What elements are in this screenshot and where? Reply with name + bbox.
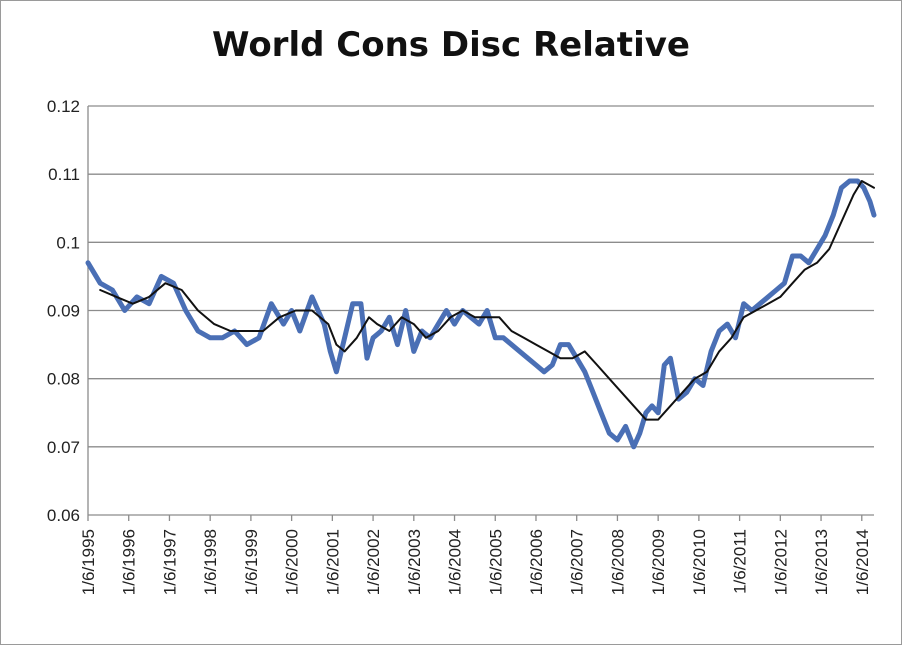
x-axis-ticks: 1/6/1995 1/6/1996 1/6/1997 1/6/1998 1/6/1999… xyxy=(79,515,872,595)
x-tick-label: 1/6/1996 xyxy=(120,529,139,595)
x-tick-label: 1/6/2014 xyxy=(853,529,872,595)
x-tick-label: 1/6/2007 xyxy=(568,529,587,595)
x-tick-label: 1/6/2003 xyxy=(405,529,424,595)
x-tick-label: 1/6/2004 xyxy=(446,529,465,595)
chart-title: World Cons Disc Relative xyxy=(212,25,690,65)
y-tick-label: 0.12 xyxy=(47,97,80,116)
y-tick-label: 0.09 xyxy=(47,302,80,321)
x-tick-label: 1/6/2008 xyxy=(608,529,627,595)
x-tick-label: 1/6/2002 xyxy=(364,529,383,595)
y-axis-ticks: 0.06 0.07 0.08 0.09 0.1 0.11 0.12 xyxy=(47,97,80,525)
x-tick-label: 1/6/2006 xyxy=(527,529,546,595)
y-tick-label: 0.06 xyxy=(47,506,80,525)
x-tick-label: 1/6/2009 xyxy=(649,529,668,595)
y-tick-label: 0.07 xyxy=(47,438,80,457)
x-tick-label: 1/6/1995 xyxy=(79,529,98,595)
axes xyxy=(87,106,874,516)
x-tick-label: 1/6/2010 xyxy=(690,529,709,595)
y-tick-label: 0.1 xyxy=(56,233,80,252)
x-tick-label: 1/6/1998 xyxy=(201,529,220,595)
x-tick-label: 1/6/2011 xyxy=(731,529,750,594)
x-tick-label: 1/6/1999 xyxy=(242,529,261,595)
series-line-relative xyxy=(85,178,877,450)
y-tick-label: 0.08 xyxy=(47,370,80,389)
x-tick-label: 1/6/1997 xyxy=(160,529,179,595)
series-group xyxy=(85,178,877,450)
y-tick-label: 0.11 xyxy=(48,165,80,184)
x-tick-label: 1/6/2001 xyxy=(323,529,342,595)
x-tick-label: 1/6/2013 xyxy=(812,529,831,595)
x-tick-label: 1/6/2000 xyxy=(283,529,302,595)
gridlines xyxy=(88,105,874,448)
series-line-moving-average xyxy=(99,180,875,421)
x-tick-label: 1/6/2012 xyxy=(771,529,790,595)
x-tick-label: 1/6/2005 xyxy=(486,529,505,595)
